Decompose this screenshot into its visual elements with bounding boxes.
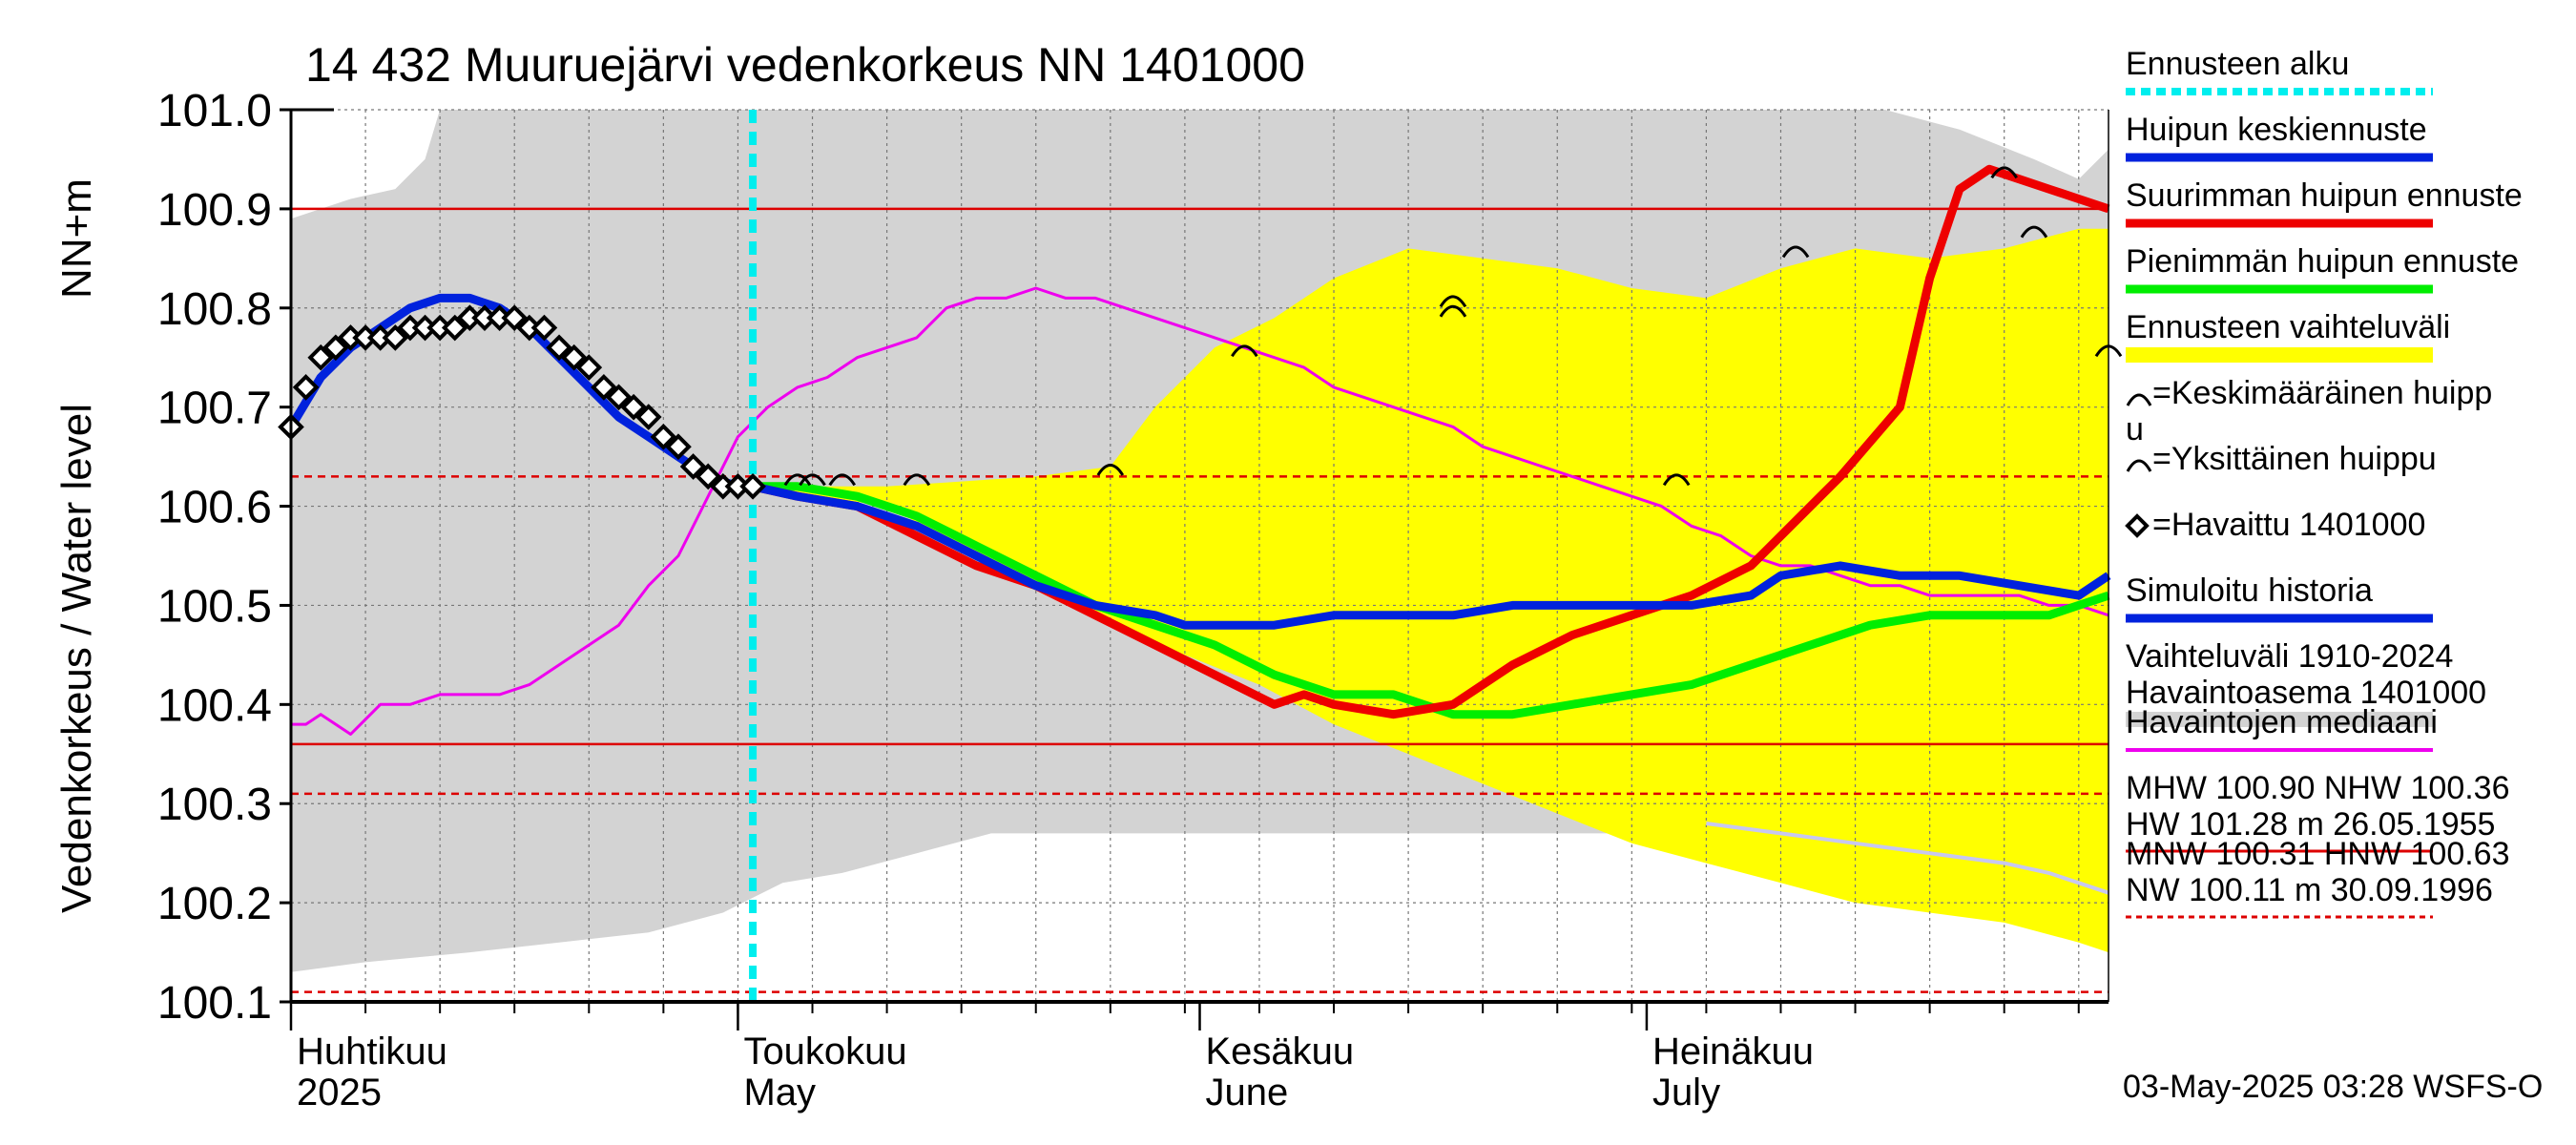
observed-point — [591, 374, 617, 401]
single-peak-marker — [2020, 225, 2048, 239]
y-tick-label: 100.2 — [157, 879, 272, 929]
legend-label2-mnw: NW 100.11 m 30.09.1996 — [2126, 872, 2493, 908]
y-tick-label: 100.4 — [157, 680, 272, 731]
x-month-label: Huhtikuu — [297, 1030, 447, 1072]
legend-label-min: Pienimmän huipun ennuste — [2126, 243, 2519, 280]
legend-label2-mhw: HW 101.28 m 26.05.1955 — [2126, 806, 2495, 843]
legend-label-median: Havaintojen mediaani — [2126, 704, 2438, 740]
x-month-sublabel: July — [1652, 1072, 1720, 1114]
legend-peak-icon — [2126, 393, 2152, 406]
single-peak-marker — [1096, 464, 1125, 476]
legend-label2-avgpeak: u — [2126, 411, 2144, 448]
y-tick-label: 100.6 — [157, 483, 272, 533]
y-axis-label: Vedenkorkeus / Water level — [53, 404, 100, 913]
y-tick-label: 101.0 — [157, 86, 272, 136]
x-month-sublabel: June — [1206, 1072, 1289, 1114]
series-median — [291, 286, 2109, 736]
single-peak-marker — [1990, 166, 2018, 179]
observed-point — [441, 314, 468, 342]
legend-label-max: Suurimman huipun ennuste — [2126, 177, 2523, 214]
observed-point — [292, 374, 320, 401]
observed-point — [560, 344, 588, 371]
y-tick-label: 100.3 — [157, 780, 272, 830]
legend-label2-range: Havaintoasema 1401000 — [2126, 675, 2486, 711]
single-peak-marker — [1439, 304, 1467, 318]
observed-point — [307, 344, 335, 371]
x-month-sublabel: 2025 — [297, 1072, 382, 1114]
observed-point — [530, 314, 558, 342]
observed-point — [665, 433, 692, 461]
observed-point — [679, 453, 707, 480]
single-peak-marker — [1231, 344, 1258, 358]
x-month-label: Heinäkuu — [1652, 1030, 1814, 1072]
legend-label-avgpeak: =Keskimääräinen huipp — [2152, 375, 2492, 411]
y-tick-label: 100.8 — [157, 284, 272, 335]
single-peak-marker — [903, 473, 931, 487]
y-axis-unit: NN+m — [53, 178, 100, 299]
x-month-label: Kesäkuu — [1206, 1030, 1355, 1072]
observed-point — [605, 384, 633, 411]
y-tick-label: 100.1 — [157, 978, 272, 1029]
series-mean-peak — [287, 293, 2111, 630]
forecast-band-area — [753, 228, 2109, 953]
plot-area: 100.1 100.2 100.3 100.4 100.5 100.6 100.7 100.8… — [157, 86, 2123, 1114]
observed-point — [634, 404, 662, 430]
single-peak-marker — [799, 473, 826, 487]
x-month-label: Toukokuu — [743, 1030, 906, 1072]
series-min-peak — [753, 482, 2110, 719]
legend-label-range: Vaihteluväli 1910-2024 — [2126, 638, 2453, 675]
legend-label-band: Ennusteen vaihteluväli — [2126, 309, 2450, 345]
legend-label-sim: Simuloitu historia — [2126, 572, 2373, 609]
single-peak-marker — [828, 473, 857, 487]
legend-peak-icon — [2126, 459, 2152, 472]
observed-point — [620, 393, 647, 421]
single-peak-marker — [1439, 295, 1467, 308]
legend-label-start: Ennusteen alku — [2126, 46, 2349, 82]
observed-point — [695, 463, 722, 490]
single-peak-marker — [783, 473, 812, 487]
series-sim-history-lower — [1706, 822, 2109, 895]
legend: Ennusteen alku Huipun keskiennuste Suurimm… — [2125, 46, 2523, 919]
observed-point — [501, 304, 529, 331]
observed-point — [575, 354, 603, 381]
observed-point — [650, 424, 677, 450]
legend-label-mhw: MHW 100.90 NHW 100.36 — [2126, 770, 2510, 806]
single-peak-marker — [1781, 245, 1810, 259]
observed-point — [382, 324, 409, 351]
timestamp: 03-May-2025 03:28 WSFS-O — [2123, 1069, 2543, 1105]
legend-label-peak: =Yksittäinen huippu — [2152, 441, 2437, 477]
x-month-sublabel: May — [743, 1072, 816, 1114]
single-peak-marker — [1662, 473, 1691, 487]
legend-label-mnw: MNW 100.31 HNW 100.63 — [2126, 836, 2510, 872]
chart-title: 14 432 Muuruejärvi vedenkorkeus NN 14010… — [305, 38, 1305, 92]
observed-point — [739, 472, 766, 500]
y-tick-label: 100.9 — [157, 185, 272, 236]
y-tick-label: 100.7 — [157, 384, 272, 434]
legend-label-obs: =Havaittu 1401000 — [2152, 507, 2425, 543]
legend-diamond-icon — [2125, 513, 2150, 538]
legend-label-mean: Huipun keskiennuste — [2126, 112, 2427, 148]
observed-point — [322, 334, 349, 362]
y-tick-label: 100.5 — [157, 581, 272, 632]
observed-point — [546, 334, 572, 362]
